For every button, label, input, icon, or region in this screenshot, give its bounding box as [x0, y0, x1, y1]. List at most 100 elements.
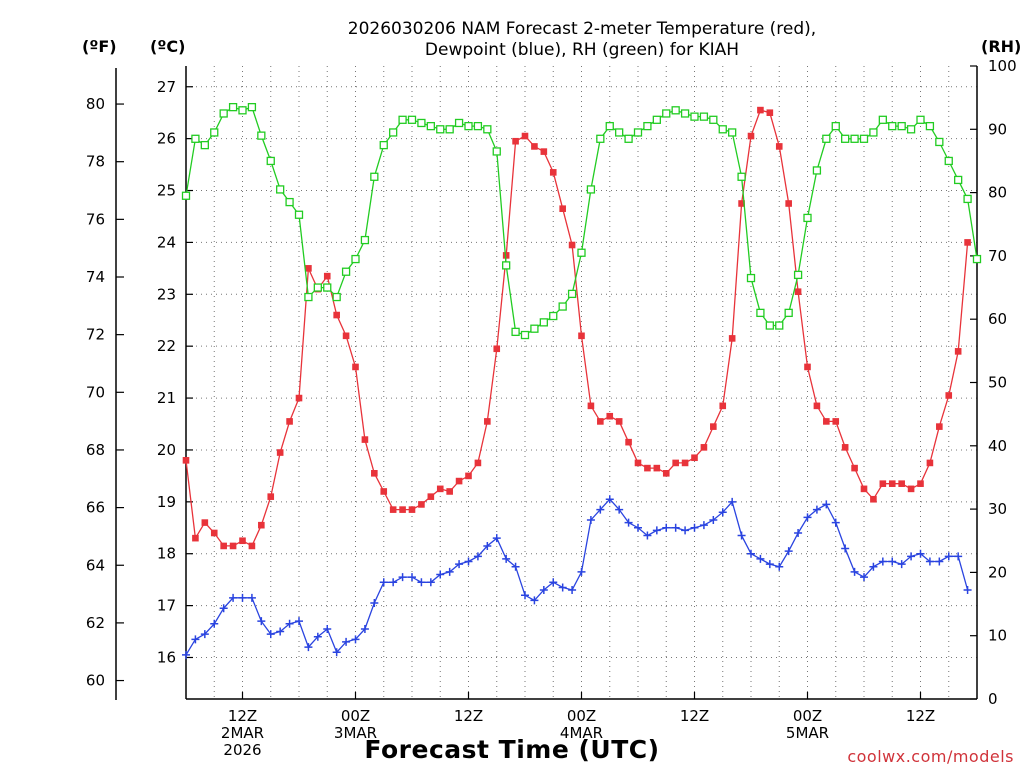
data-point: [323, 624, 332, 633]
data-point: [539, 318, 548, 327]
data-point: [228, 102, 238, 112]
data-point: [634, 459, 642, 467]
data-point: [473, 121, 483, 131]
data-point: [286, 418, 293, 425]
celsius-tick-label: 20: [157, 441, 176, 459]
data-point: [869, 128, 878, 137]
x-tick-label: 00Z: [567, 707, 596, 725]
data-point: [831, 121, 840, 131]
data-point: [191, 635, 200, 644]
data-point: [295, 617, 303, 626]
series-0: [182, 106, 971, 550]
data-point: [380, 488, 388, 495]
data-point: [182, 650, 190, 659]
data-point: [737, 172, 746, 181]
data-point: [295, 394, 303, 402]
data-point: [247, 102, 257, 112]
data-point: [765, 560, 774, 569]
data-point: [624, 518, 633, 527]
data-point: [784, 547, 793, 556]
data-point: [615, 505, 624, 514]
celsius-tick-label: 18: [157, 545, 176, 563]
data-point: [436, 485, 444, 493]
data-point: [455, 560, 464, 569]
data-point: [615, 418, 623, 425]
celsius-tick-label: 17: [157, 597, 176, 615]
data-point: [671, 106, 680, 115]
data-point: [371, 469, 378, 477]
data-point: [323, 272, 331, 280]
data-point: [379, 140, 388, 150]
data-point: [417, 578, 426, 587]
data-point: [878, 557, 887, 566]
data-point: [671, 523, 680, 532]
data-point: [643, 121, 652, 131]
data-point: [652, 115, 661, 124]
data-point: [464, 557, 473, 566]
data-point: [785, 200, 792, 207]
data-point: [625, 438, 632, 446]
data-point: [606, 412, 614, 420]
data-point: [954, 175, 963, 185]
fahrenheit-tick-label: 62: [86, 614, 105, 632]
data-point: [370, 599, 379, 608]
data-point: [181, 191, 191, 200]
data-point: [502, 252, 510, 259]
data-point: [596, 134, 605, 143]
fahrenheit-tick-label: 60: [86, 672, 105, 690]
data-point: [710, 423, 717, 430]
data-point: [474, 459, 482, 467]
fahrenheit-tick-label: 72: [86, 326, 105, 344]
data-point: [361, 436, 369, 443]
chart-title-line-2: Dewpoint (blue), RH (green) for KIAH: [425, 40, 739, 60]
data-point: [822, 134, 831, 143]
data-point: [577, 567, 586, 576]
data-point: [257, 617, 266, 626]
data-point: [530, 596, 539, 605]
data-point: [633, 128, 643, 137]
data-point: [926, 459, 934, 467]
rh-tick-label: 90: [988, 120, 1007, 138]
data-point: [266, 630, 275, 639]
data-point: [417, 118, 426, 128]
data-point: [822, 500, 831, 509]
data-point: [879, 480, 887, 487]
data-point: [851, 464, 858, 472]
rh-tick-label: 70: [988, 247, 1007, 265]
data-point: [634, 523, 642, 532]
data-point: [342, 332, 350, 340]
data-point: [709, 115, 718, 124]
data-point: [266, 156, 275, 166]
data-point: [502, 554, 511, 563]
data-point: [483, 125, 492, 134]
data-point: [530, 324, 539, 333]
data-point: [341, 267, 351, 276]
data-point: [878, 115, 887, 124]
rh-tick-label: 20: [988, 563, 1007, 581]
data-point: [304, 643, 313, 652]
data-point: [549, 578, 558, 587]
data-point: [709, 515, 718, 524]
data-series: [181, 102, 982, 659]
data-point: [644, 464, 651, 472]
data-point: [690, 523, 699, 532]
data-point: [521, 591, 529, 600]
fahrenheit-tick-label: 74: [86, 268, 105, 286]
celsius-tick-label: 24: [157, 233, 176, 251]
x-tick-label: 2MAR: [221, 724, 264, 742]
data-point: [605, 121, 614, 131]
data-point: [954, 552, 963, 561]
data-point: [916, 549, 925, 558]
data-point: [823, 418, 830, 425]
data-point: [219, 604, 228, 613]
data-point: [455, 477, 463, 485]
data-point: [210, 128, 219, 137]
data-point: [473, 552, 482, 561]
data-point: [690, 112, 699, 121]
data-point: [775, 143, 783, 150]
data-point: [681, 526, 690, 535]
data-point: [229, 593, 238, 602]
celsius-tick-label: 25: [157, 182, 176, 200]
data-point: [681, 459, 689, 467]
data-point: [446, 488, 453, 495]
